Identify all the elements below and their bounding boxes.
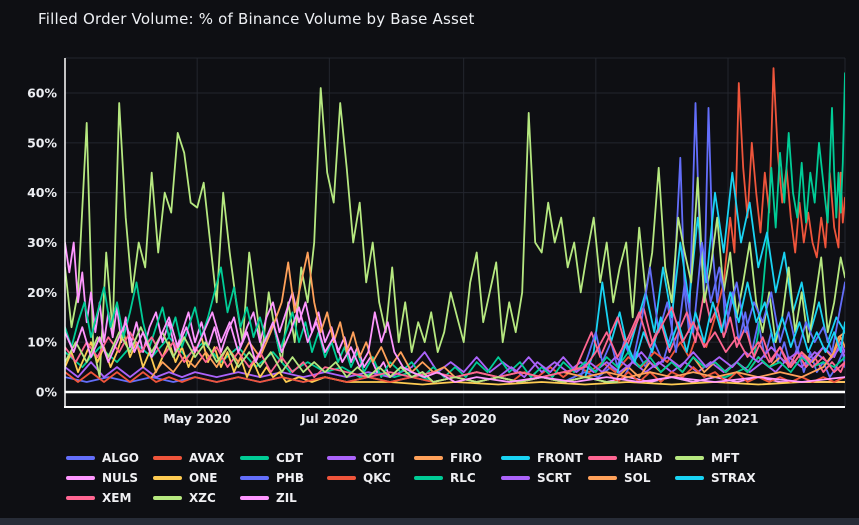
legend-item-scrt[interactable]: SCRT xyxy=(501,468,588,488)
legend-label-mft: MFT xyxy=(711,451,740,465)
trace-scrt[interactable] xyxy=(497,341,845,379)
legend-item-rlc[interactable]: RLC xyxy=(414,468,501,488)
legend-item-avax[interactable]: AVAX xyxy=(153,448,240,468)
legend-swatch-xem xyxy=(66,496,95,500)
x-tick-label: Sep 2020 xyxy=(431,411,497,426)
legend-item-qkc[interactable]: QKC xyxy=(327,468,414,488)
y-tick-label: 20% xyxy=(27,285,57,300)
legend-item-algo[interactable]: ALGO xyxy=(66,448,153,468)
legend-swatch-sol xyxy=(588,476,617,480)
trace-xzc[interactable] xyxy=(65,326,619,383)
legend-swatch-qkc xyxy=(327,476,356,480)
legend-label-firo: FIRO xyxy=(450,451,483,465)
legend-swatch-scrt xyxy=(501,476,530,480)
legend-swatch-xzc xyxy=(153,496,182,500)
legend-item-xzc[interactable]: XZC xyxy=(153,488,240,508)
x-tick-label: Nov 2020 xyxy=(563,411,630,426)
y-tick-label: 60% xyxy=(27,86,57,101)
window-bottom-edge xyxy=(0,518,859,525)
legend-label-zil: ZIL xyxy=(276,491,297,505)
trace-hard[interactable] xyxy=(573,291,845,374)
legend-label-hard: HARD xyxy=(624,451,663,465)
legend-swatch-avax xyxy=(153,456,182,460)
legend-swatch-one xyxy=(153,476,182,480)
legend-swatch-strax xyxy=(675,476,704,480)
legend-label-coti: COTI xyxy=(363,451,395,465)
legend-swatch-cdt xyxy=(240,456,269,460)
legend-item-phb[interactable]: PHB xyxy=(240,468,327,488)
legend-label-one: ONE xyxy=(189,471,218,485)
legend-item-sol[interactable]: SOL xyxy=(588,468,675,488)
legend-swatch-zil xyxy=(240,496,269,500)
legend-item-nuls[interactable]: NULS xyxy=(66,468,153,488)
x-tick-label: Jul 2020 xyxy=(300,411,358,426)
x-tick-label: Jan 2021 xyxy=(696,411,758,426)
legend-item-one[interactable]: ONE xyxy=(153,468,240,488)
legend-item-coti[interactable]: COTI xyxy=(327,448,414,468)
legend-label-avax: AVAX xyxy=(189,451,225,465)
y-tick-label: 10% xyxy=(27,335,57,350)
legend-label-xem: XEM xyxy=(102,491,132,505)
y-tick-label: 30% xyxy=(27,235,57,250)
legend-label-nuls: NULS xyxy=(102,471,139,485)
trace-avax[interactable] xyxy=(510,67,845,383)
legend-label-cdt: CDT xyxy=(276,451,303,465)
legend-label-qkc: QKC xyxy=(363,471,391,485)
legend-swatch-algo xyxy=(66,456,95,460)
x-tick-label: May 2020 xyxy=(163,411,231,426)
trace-rlc[interactable] xyxy=(65,266,845,379)
legend-label-scrt: SCRT xyxy=(537,471,572,485)
legend-label-rlc: RLC xyxy=(450,471,476,485)
legend-item-front[interactable]: FRONT xyxy=(501,448,588,468)
trace-mft[interactable] xyxy=(65,87,845,379)
legend-swatch-nuls xyxy=(66,476,95,480)
legend-label-xzc: XZC xyxy=(189,491,216,505)
legend-swatch-mft xyxy=(675,456,704,460)
trace-zil[interactable] xyxy=(65,306,845,383)
legend-item-xem[interactable]: XEM xyxy=(66,488,153,508)
legend-item-cdt[interactable]: CDT xyxy=(240,448,327,468)
chart-legend: ALGO AVAX CDT COTI FIRO FRONT HARD MFT NULS ONE PH… xyxy=(66,448,762,508)
legend-item-zil[interactable]: ZIL xyxy=(240,488,327,508)
legend-label-phb: PHB xyxy=(276,471,304,485)
legend-item-firo[interactable]: FIRO xyxy=(414,448,501,468)
legend-swatch-coti xyxy=(327,456,356,460)
legend-swatch-hard xyxy=(588,456,617,460)
y-tick-label: 50% xyxy=(27,135,57,150)
legend-item-hard[interactable]: HARD xyxy=(588,448,675,468)
legend-label-algo: ALGO xyxy=(102,451,139,465)
legend-swatch-front xyxy=(501,456,530,460)
legend-label-sol: SOL xyxy=(624,471,651,485)
y-tick-label: 0% xyxy=(36,385,58,400)
legend-label-strax: STRAX xyxy=(711,471,756,485)
legend-swatch-rlc xyxy=(414,476,443,480)
legend-item-mft[interactable]: MFT xyxy=(675,448,762,468)
chart-plot-area[interactable]: 0% 10% 20% 30% 40% 50% 60% May 2020 Jul 2020 Sep … xyxy=(0,0,859,445)
legend-item-strax[interactable]: STRAX xyxy=(675,468,762,488)
legend-label-front: FRONT xyxy=(537,451,583,465)
y-tick-label: 40% xyxy=(27,185,57,200)
chart-title: Filled Order Volume: % of Binance Volume… xyxy=(38,10,475,28)
legend-swatch-phb xyxy=(240,476,269,480)
legend-swatch-firo xyxy=(414,456,443,460)
